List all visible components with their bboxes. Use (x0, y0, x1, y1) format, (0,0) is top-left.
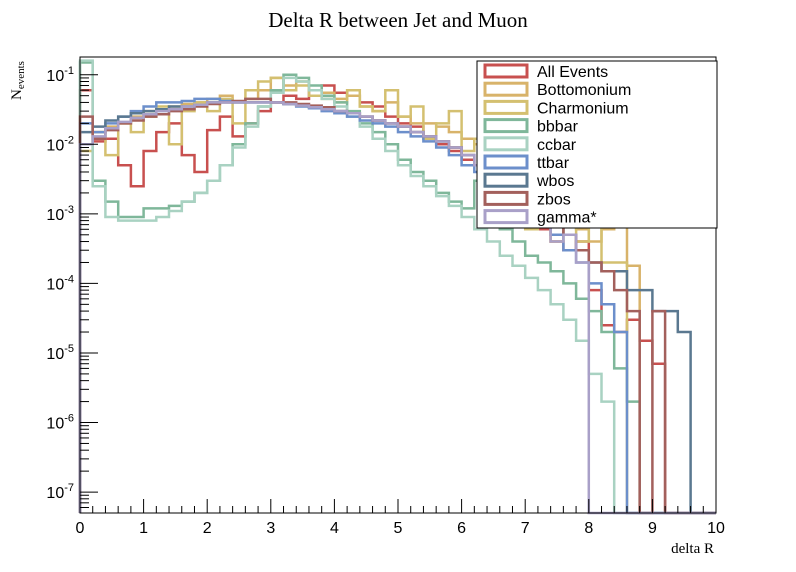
legend-swatch (483, 63, 529, 79)
x-tick-label: 1 (139, 520, 148, 537)
x-tick-label: 10 (707, 520, 725, 537)
legend-swatch (483, 118, 529, 134)
y-tick-label: 10-7 (46, 482, 74, 502)
y-tick-label: 10-5 (46, 343, 74, 363)
legend-swatch (483, 99, 529, 115)
legend-swatch (483, 209, 529, 225)
x-tick-label: 4 (330, 520, 339, 537)
legend-swatch (483, 136, 529, 152)
x-tick-label: 8 (584, 520, 593, 537)
x-axis-label: delta R (671, 541, 714, 557)
series-layer (78, 59, 716, 515)
legend-swatch (483, 81, 529, 97)
y-tick-label: 10-1 (46, 65, 74, 85)
legend-swatch (483, 154, 529, 170)
legend-label: wbos (536, 173, 574, 190)
x-axis: 0 1 2 3 4 5 6 7 8 9 10 (76, 499, 725, 537)
legend-label: gamma* (537, 210, 597, 227)
legend-label: Charmonium (537, 100, 629, 117)
legend-swatch (483, 190, 529, 206)
x-tick-label: 5 (394, 520, 403, 537)
y-axis-label: Nevents (9, 61, 27, 100)
x-tick-label: 6 (457, 520, 466, 537)
legend-label: zbos (537, 191, 571, 208)
legend-label: ccbar (537, 137, 577, 154)
legend-box (476, 60, 718, 229)
y-tick-label: 10-6 (46, 413, 74, 433)
chart-title: Delta R between Jet and Muon (268, 8, 528, 32)
y-axis: 10-7 10-6 10-5 10-4 10-3 10-2 10-1 (46, 65, 98, 514)
legend-label: bbbar (537, 119, 579, 136)
y-axis-label-main: N (9, 89, 25, 100)
legend-swatch (483, 172, 529, 188)
series-line-5 (78, 59, 716, 515)
x-tick-label: 9 (648, 520, 657, 537)
legend-label: Bottomonium (537, 82, 631, 99)
y-tick-label: 10-3 (46, 204, 74, 224)
y-tick-label: 10-2 (46, 134, 74, 154)
x-tick-label: 2 (203, 520, 212, 537)
series-line-9 (78, 101, 716, 515)
x-tick-label: 0 (76, 520, 85, 537)
y-tick-label: 10-4 (46, 273, 74, 293)
x-tick-label: 3 (266, 520, 275, 537)
legend-label: ttbar (537, 155, 570, 172)
x-tick-label: 7 (521, 520, 530, 537)
y-axis-label-sub: events (15, 61, 27, 89)
legend-label: All Events (537, 64, 608, 81)
